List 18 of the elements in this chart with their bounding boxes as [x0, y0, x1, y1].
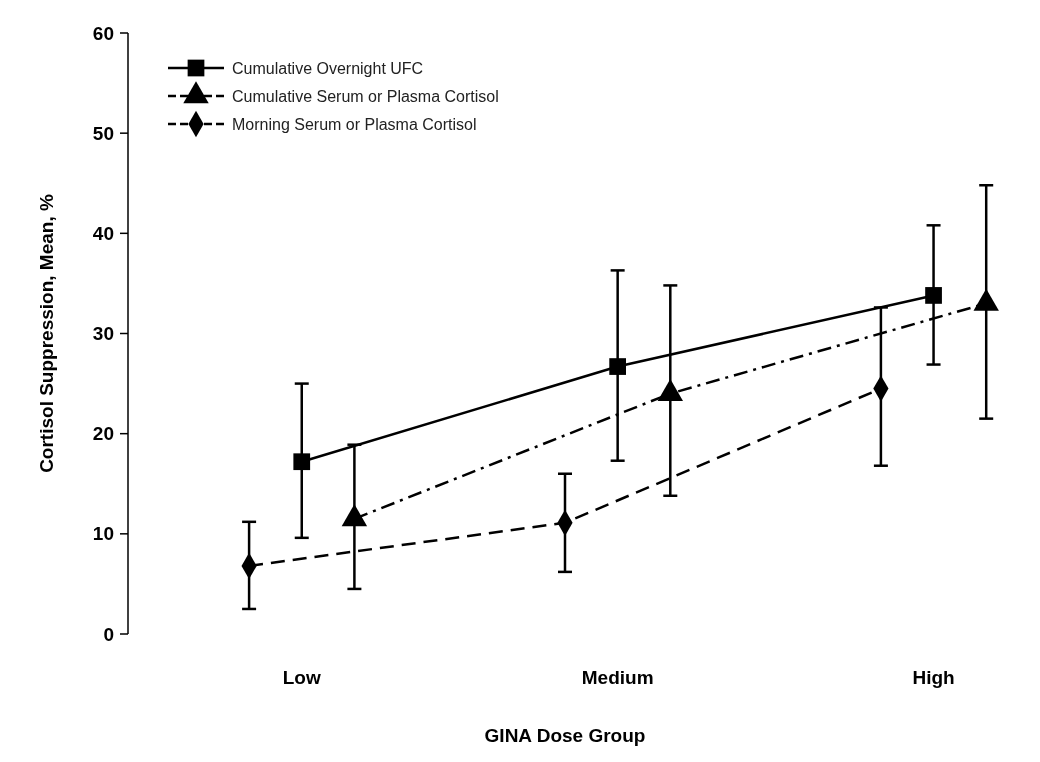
y-tick-label: 40 [92, 222, 114, 244]
point [925, 287, 942, 304]
x-tick-label: Medium [581, 667, 654, 688]
y-tick-label: 60 [92, 22, 114, 44]
legend-label: Cumulative Overnight UFC [232, 59, 424, 77]
y-tick-label: 10 [92, 523, 114, 545]
x-tick-label: Low [282, 667, 321, 688]
legend-label: Morning Serum or Plasma Cortisol [232, 115, 477, 133]
x-tick-label: High [912, 667, 955, 688]
legend-label: Cumulative Serum or Plasma Cortisol [232, 87, 499, 105]
y-tick-label: 20 [92, 423, 114, 445]
y-tick-label: 30 [92, 323, 114, 345]
point [293, 453, 311, 471]
y-tick-label: 0 [103, 623, 114, 645]
y-tick-label: 50 [92, 122, 114, 144]
y-axis-title: Cortisol Suppression, Mean, % [36, 194, 57, 473]
point [609, 358, 627, 375]
x-axis-title: GINA Dose Group [484, 725, 646, 746]
